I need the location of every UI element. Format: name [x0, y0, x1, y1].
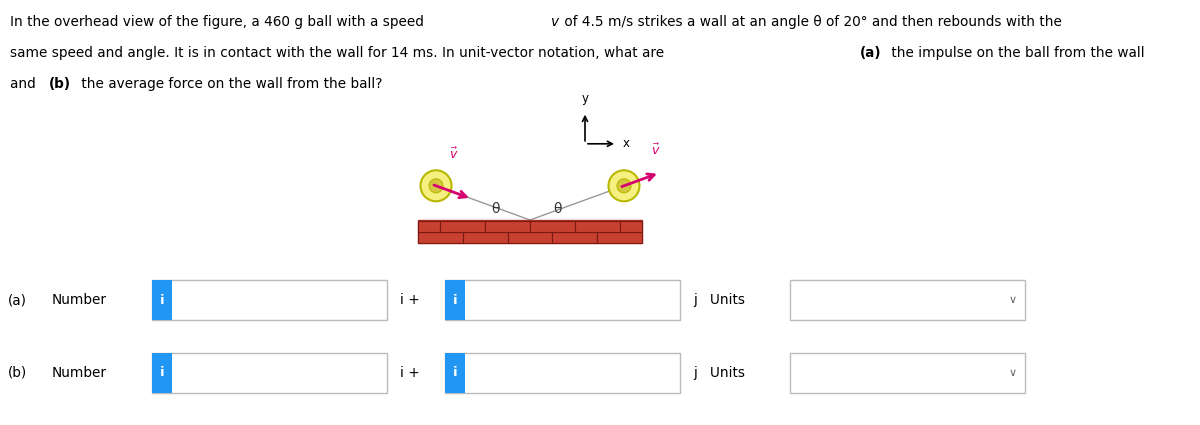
Text: (a): (a) [859, 46, 881, 60]
Text: $\vec{v}$: $\vec{v}$ [650, 142, 660, 158]
Circle shape [617, 179, 631, 193]
Text: θ: θ [492, 202, 500, 216]
Bar [152, 353, 386, 393]
Circle shape [608, 170, 640, 201]
Text: the average force on the wall from the ball?: the average force on the wall from the b… [77, 77, 383, 91]
Bar [445, 353, 466, 393]
Bar [463, 232, 508, 243]
Bar [152, 353, 172, 393]
Text: same speed and angle. It is in contact with the wall for 14 ms. In unit-vector n: same speed and angle. It is in contact w… [10, 46, 668, 60]
Text: ∨: ∨ [1009, 295, 1018, 305]
Text: θ: θ [553, 202, 563, 216]
Text: j   Units: j Units [694, 293, 745, 307]
Text: i: i [452, 366, 457, 380]
Bar [445, 280, 466, 320]
Text: and: and [10, 77, 40, 91]
Bar [445, 353, 680, 393]
Text: ∨: ∨ [1009, 368, 1018, 378]
Circle shape [430, 179, 443, 193]
Text: y: y [582, 92, 588, 105]
Text: i: i [452, 294, 457, 306]
Text: the impulse on the ball from the wall: the impulse on the ball from the wall [888, 46, 1145, 60]
Bar [790, 353, 1025, 393]
Text: Number: Number [52, 293, 107, 307]
Bar [440, 221, 485, 232]
Bar [598, 232, 642, 243]
Bar [619, 221, 642, 232]
Text: of 4.5 m/s strikes a wall at an angle θ of 20° and then rebounds with the: of 4.5 m/s strikes a wall at an angle θ … [560, 15, 1062, 29]
Bar [575, 221, 619, 232]
Bar [152, 280, 386, 320]
Text: i: i [160, 366, 164, 380]
Bar [445, 280, 680, 320]
Text: j   Units: j Units [694, 366, 745, 380]
Text: i +: i + [400, 366, 420, 380]
Bar [790, 280, 1025, 320]
Text: x: x [623, 137, 630, 150]
Bar [152, 280, 172, 320]
Text: (b): (b) [49, 77, 71, 91]
Text: i +: i + [400, 293, 420, 307]
Text: i: i [160, 294, 164, 306]
Text: (a): (a) [8, 293, 28, 307]
Bar [485, 221, 530, 232]
Text: (b): (b) [8, 366, 28, 380]
Circle shape [420, 170, 451, 201]
Text: In the overhead view of the figure, a 460 g ball with a speed: In the overhead view of the figure, a 46… [10, 15, 428, 29]
Text: $\vec{v}$: $\vec{v}$ [449, 147, 458, 162]
Bar [530, 221, 575, 232]
Bar [552, 232, 598, 243]
Bar [418, 221, 440, 232]
Bar [418, 220, 642, 243]
Text: v: v [550, 15, 558, 29]
Bar [508, 232, 552, 243]
Text: Number: Number [52, 366, 107, 380]
Bar [418, 232, 463, 243]
